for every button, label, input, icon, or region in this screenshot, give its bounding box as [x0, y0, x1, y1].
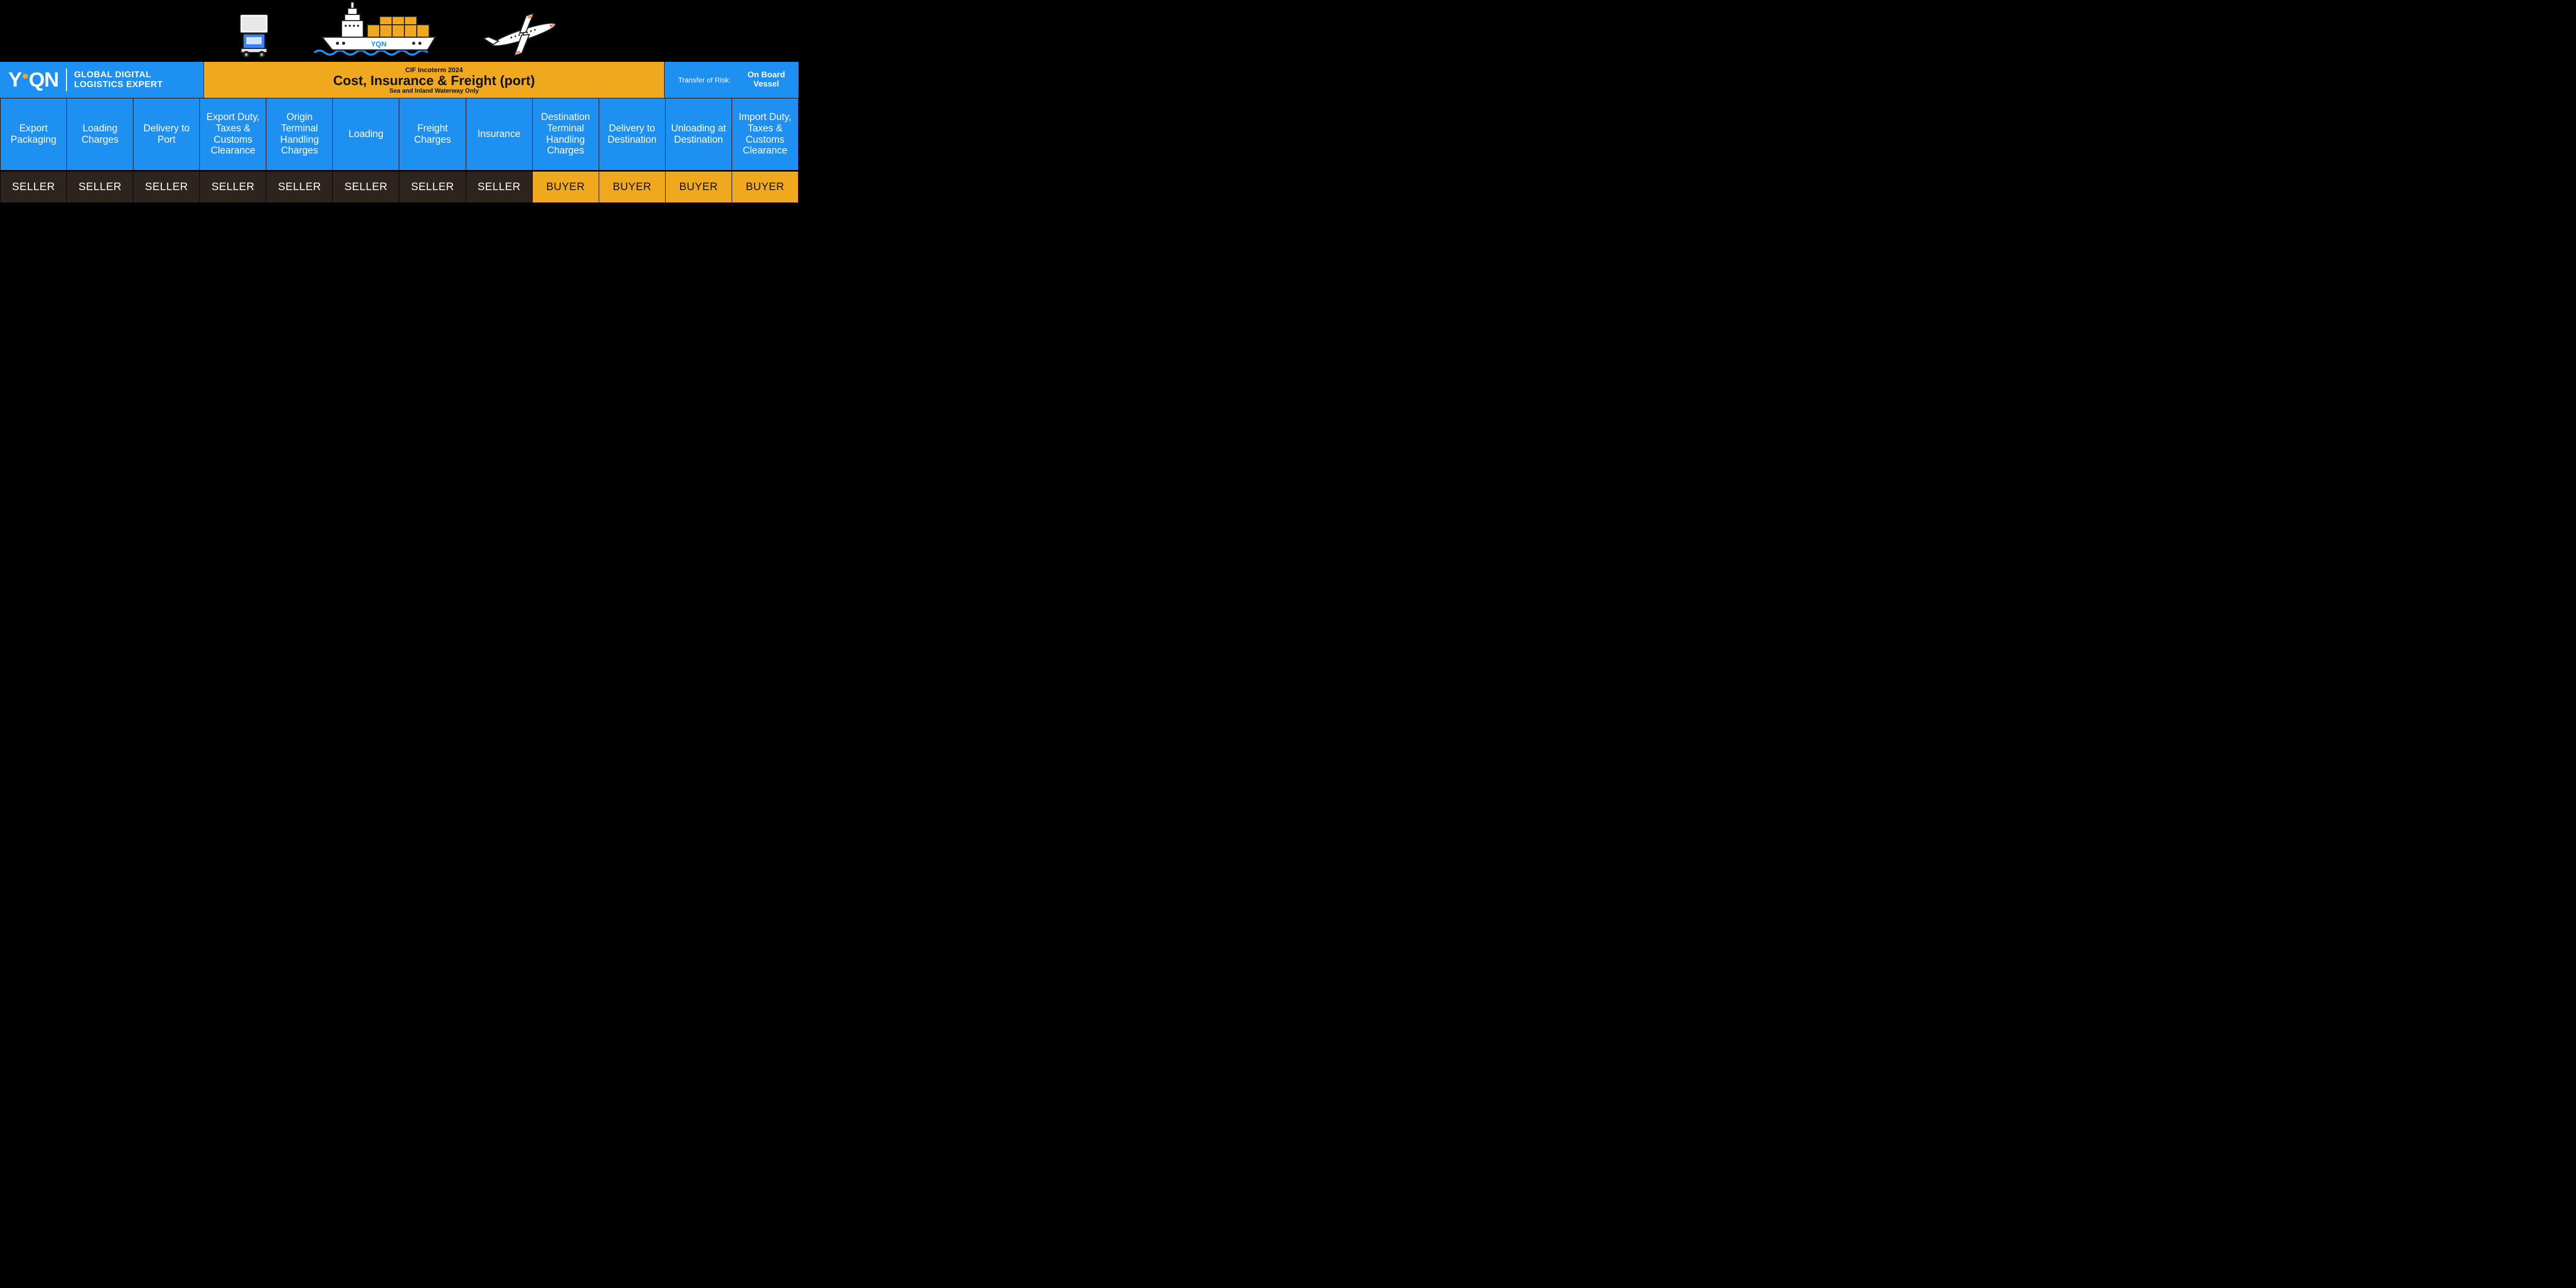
incoterm-diagram: YQN: [0, 0, 799, 203]
title-block: CIF Incoterm 2024 Cost, Insurance & Frei…: [204, 62, 665, 98]
logo-dot: [23, 74, 28, 79]
column-header: Delivery to Port: [133, 98, 200, 170]
responsibility-cell: BUYER: [732, 170, 799, 203]
plane-icon: [480, 11, 568, 58]
responsibility-cell: SELLER: [333, 170, 399, 203]
logo-tagline: GLOBAL DIGITAL LOGISTICS EXPERT: [74, 70, 163, 89]
risk-label: Transfer of Risk:: [678, 76, 731, 84]
column-header: Origin Terminal Handling Charges: [266, 98, 333, 170]
column-header: Freight Charges: [399, 98, 466, 170]
column-header: Loading: [333, 98, 399, 170]
responsibility-cell: BUYER: [666, 170, 732, 203]
risk-value-line1: On Board: [748, 71, 785, 79]
column-header: Destination Terminal Handling Charges: [533, 98, 599, 170]
risk-value-line2: Vessel: [753, 80, 779, 89]
column-header: Loading Charges: [67, 98, 133, 170]
column-header: Unloading at Destination: [666, 98, 732, 170]
column-header: Delivery to Destination: [599, 98, 666, 170]
column-header: Export Duty, Taxes & Customs Clearance: [200, 98, 266, 170]
responsibility-cell: SELLER: [200, 170, 266, 203]
logo-block: YQN GLOBAL DIGITAL LOGISTICS EXPERT: [0, 62, 204, 98]
responsibility-cell: BUYER: [533, 170, 599, 203]
column-header: Export Packaging: [0, 98, 67, 170]
tagline-line2: LOGISTICS EXPERT: [74, 79, 163, 89]
ship-icon: YQN: [312, 1, 446, 58]
column-header: Import Duty, Taxes & Customs Clearance: [732, 98, 799, 170]
risk-block: Transfer of Risk: On Board Vessel: [665, 62, 799, 98]
column-header: Insurance: [466, 98, 533, 170]
responsibility-cell: BUYER: [599, 170, 666, 203]
transport-illustration: YQN: [204, 0, 595, 62]
title-main: Cost, Insurance & Freight (port): [333, 74, 535, 87]
responsibility-cell: SELLER: [399, 170, 466, 203]
responsibility-cell: SELLER: [0, 170, 67, 203]
logo-mark: YQN: [8, 69, 59, 92]
logo-divider: [66, 69, 67, 91]
risk-value: On Board Vessel: [748, 71, 785, 89]
responsibility-cell: SELLER: [133, 170, 200, 203]
truck-icon: [231, 11, 277, 58]
ship-logo-text: YQN: [371, 40, 386, 48]
tagline-line1: GLOBAL DIGITAL: [74, 70, 151, 79]
responsibility-row: SELLERSELLERSELLERSELLERSELLERSELLERSELL…: [0, 170, 799, 203]
responsibility-cell: SELLER: [466, 170, 533, 203]
header-row: YQN GLOBAL DIGITAL LOGISTICS EXPERT CIF …: [0, 62, 799, 98]
responsibility-cell: SELLER: [67, 170, 133, 203]
responsibility-cell: SELLER: [266, 170, 333, 203]
column-headers-row: Export PackagingLoading ChargesDelivery …: [0, 98, 799, 170]
title-sub: Sea and Inland Waterway Only: [389, 87, 479, 94]
